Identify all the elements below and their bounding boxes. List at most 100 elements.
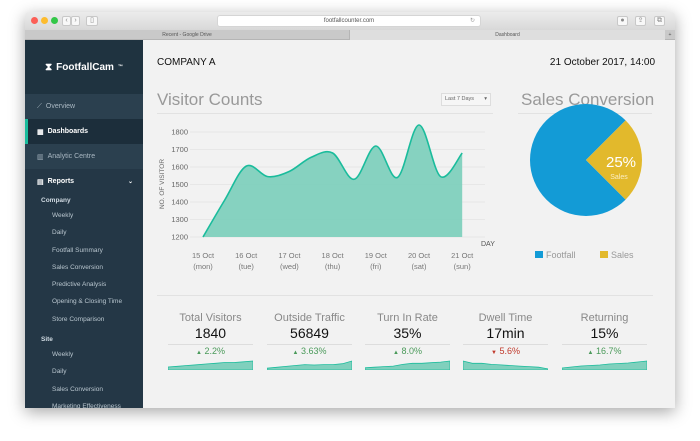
sidebar: ⧗ FootfallCam ™ ⟋ Overview ▦ Dashboards ▥ Ana… xyxy=(25,40,143,408)
kpi-value: 17min xyxy=(486,325,525,341)
kpi-title: Total Visitors xyxy=(179,312,242,324)
sparkline-area xyxy=(168,360,253,370)
visitor-line xyxy=(202,124,463,238)
group-company: Company xyxy=(41,197,71,204)
kpi-title: Dwell Time xyxy=(478,312,533,324)
kpi-change: ▲ 16.7% xyxy=(562,344,647,356)
x-tick-label: 20 Oct xyxy=(408,251,431,260)
y-tick-label: 1700 xyxy=(171,145,188,154)
x-axis-label: DAY xyxy=(481,241,495,248)
y-tick-label: 1300 xyxy=(171,215,188,224)
sidebar-subitem[interactable]: Sales Conversion xyxy=(52,385,103,393)
arrow-up-icon: ▲ xyxy=(292,350,299,356)
kpi-card: Dwell Time 17min ▼ 5.6% xyxy=(463,312,548,370)
sidebar-toggle-icon[interactable]: ▯ xyxy=(86,16,98,26)
url-bar[interactable]: footfallcounter.com ↻ xyxy=(217,15,481,27)
x-tick-label: (sun) xyxy=(454,262,472,271)
x-tick-label: 16 Oct xyxy=(235,251,258,260)
nav-label: Reports xyxy=(47,178,75,185)
pie-sales-label: Sales xyxy=(610,174,628,181)
maximize-icon[interactable] xyxy=(51,17,58,24)
sidebar-subitem[interactable]: Opening & Closing Time xyxy=(52,298,123,306)
x-tick-label: (tue) xyxy=(238,262,254,271)
x-tick-label: 21 Oct xyxy=(451,251,474,260)
x-tick-label: (fri) xyxy=(370,262,382,271)
group-site: Site xyxy=(41,336,53,344)
kpi-card: Total Visitors 1840 ▲ 2.2% xyxy=(168,312,253,370)
close-icon[interactable] xyxy=(31,17,38,24)
kpi-sparkline xyxy=(365,360,450,370)
sparkline-area xyxy=(365,360,450,370)
logo[interactable]: ⧗ FootfallCam ™ xyxy=(25,40,143,94)
kpi-change-value: 8.0% xyxy=(401,346,422,356)
tab-google-drive[interactable]: Recent - Google Drive xyxy=(25,30,350,40)
chevron-down-icon: ⌄ xyxy=(127,179,133,185)
sparkline-area xyxy=(267,360,352,370)
download-icon[interactable]: ● xyxy=(617,16,628,26)
kpi-card: Outside Traffic 56849 ▲ 3.63% xyxy=(267,312,352,370)
kpi-change: ▲ 2.2% xyxy=(168,344,253,356)
document-icon: ▤ xyxy=(37,178,44,186)
arrow-up-icon: ▲ xyxy=(196,350,202,356)
bar-chart-icon: ▥ xyxy=(37,153,44,161)
divider xyxy=(157,113,493,114)
x-tick-label: 18 Oct xyxy=(322,251,345,260)
forward-button[interactable]: › xyxy=(71,16,80,26)
kpi-sparkline xyxy=(463,360,548,370)
kpi-sparkline xyxy=(267,360,352,370)
title-bar: ‹ › ▯ footfallcounter.com ↻ ● ⇪ ⧉ xyxy=(25,12,675,30)
sidebar-item-dashboards[interactable]: ▦ Dashboards xyxy=(25,119,143,144)
share-icon[interactable]: ⇪ xyxy=(635,16,646,26)
kpi-change: ▲ 3.63% xyxy=(267,344,352,356)
sidebar-subitem[interactable]: Weekly xyxy=(52,351,74,359)
tabs-icon[interactable]: ⧉ xyxy=(654,16,665,26)
minimize-icon[interactable] xyxy=(41,17,48,24)
divider xyxy=(157,295,653,296)
logo-icon: ⧗ xyxy=(45,61,53,73)
kpi-sparkline xyxy=(562,360,647,370)
kpi-card: Turn In Rate 35% ▲ 8.0% xyxy=(365,312,450,370)
line-chart-icon: ⟋ xyxy=(37,102,42,110)
sidebar-subitem[interactable]: Predictive Analysis xyxy=(52,281,107,289)
legend-swatch xyxy=(535,251,543,258)
visitor-area xyxy=(203,124,463,237)
sidebar-subitem[interactable]: Daily xyxy=(52,368,67,376)
sidebar-item-overview[interactable]: ⟋ Overview xyxy=(25,94,143,119)
url-text: footfallcounter.com xyxy=(323,18,375,24)
tab-bar: Recent - Google Drive Dashboard + xyxy=(25,30,675,40)
browser-window: ‹ › ▯ footfallcounter.com ↻ ● ⇪ ⧉ Recent … xyxy=(25,12,675,408)
reload-icon[interactable]: ↻ xyxy=(469,18,475,24)
kpi-change: ▼ 5.6% xyxy=(463,344,548,356)
sidebar-subitem[interactable]: Footfall Summary xyxy=(52,246,103,254)
nav-label: Dashboards xyxy=(47,128,89,135)
company-name: COMPANY A xyxy=(157,57,216,68)
y-tick-label: 1400 xyxy=(171,198,188,207)
range-text: Last 7 Days xyxy=(445,96,475,102)
back-button[interactable]: ‹ xyxy=(62,16,71,26)
x-tick-label: 17 Oct xyxy=(278,251,301,260)
y-tick-label: 1800 xyxy=(171,128,188,137)
kpi-value: 56849 xyxy=(290,325,329,341)
date-range-select[interactable]: Last 7 Days ▾ xyxy=(441,93,491,106)
sidebar-subitem[interactable]: Marketing Effectiveness xyxy=(52,402,121,408)
pie-slice-sales xyxy=(586,120,643,200)
kpi-sparkline xyxy=(168,360,253,370)
tab-dashboard[interactable]: Dashboard xyxy=(350,30,665,40)
arrow-up-icon: ▲ xyxy=(393,350,399,356)
sidebar-subitem[interactable]: Daily xyxy=(52,229,67,237)
grid-icon: ▦ xyxy=(37,128,44,136)
kpi-title: Returning xyxy=(580,312,629,324)
arrow-up-icon: ▲ xyxy=(587,350,594,356)
x-tick-label: (thu) xyxy=(325,262,341,271)
sidebar-item-analytic-centre[interactable]: ▥ Analytic Centre xyxy=(25,144,143,169)
arrow-down-icon: ▼ xyxy=(491,350,497,356)
kpi-change-value: 3.63% xyxy=(300,346,327,356)
sidebar-subitem[interactable]: Weekly xyxy=(52,212,74,219)
sidebar-item-reports[interactable]: ▤ Reports ⌄ xyxy=(25,169,143,194)
kpi-change: ▲ 8.0% xyxy=(365,344,450,356)
pie-percent-label: 25% xyxy=(606,154,636,171)
kpi-value: 1840 xyxy=(194,325,227,341)
sidebar-subitem[interactable]: Store Comparison xyxy=(52,315,105,323)
sidebar-subitem[interactable]: Sales Conversion xyxy=(52,263,103,271)
new-tab-button[interactable]: + xyxy=(668,32,672,38)
